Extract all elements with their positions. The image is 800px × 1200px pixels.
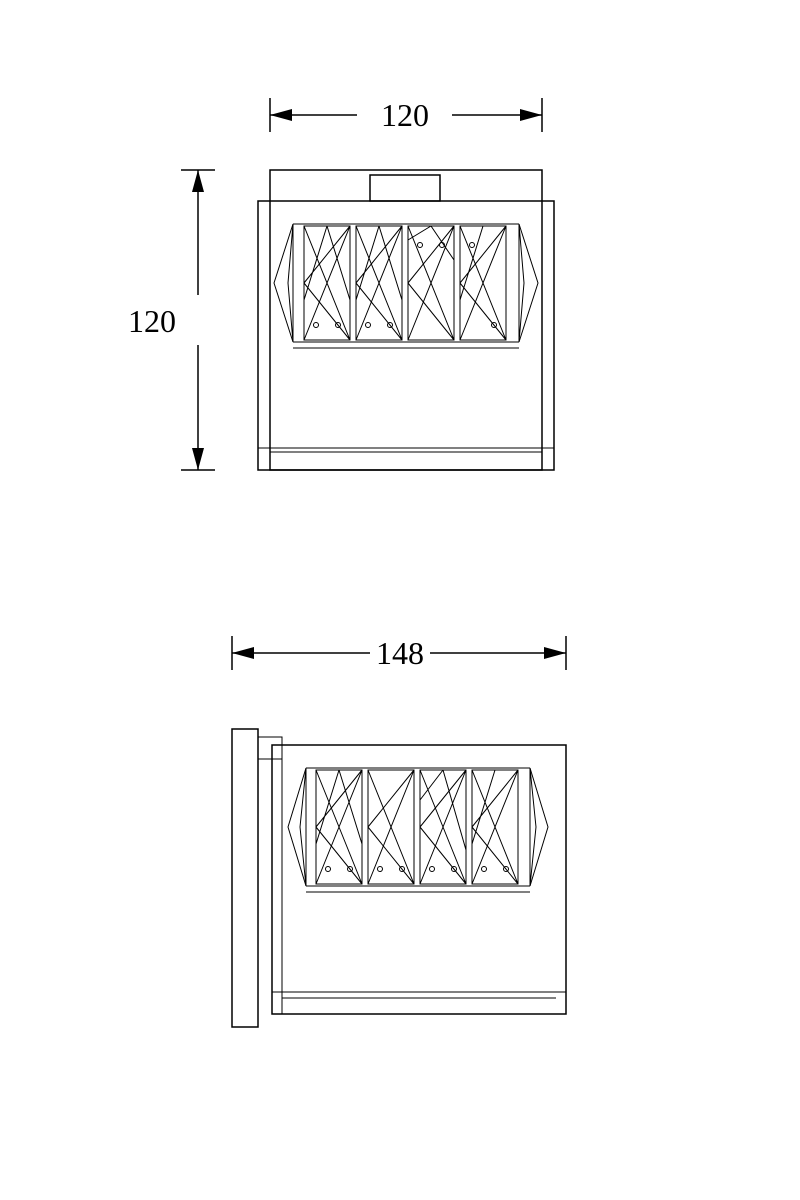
dim-width-label: 120 xyxy=(381,97,429,133)
side-crystals xyxy=(288,768,548,892)
side-view: 148 xyxy=(0,590,800,1150)
dim-width-top: 120 xyxy=(270,97,542,133)
dim-height-label: 120 xyxy=(128,303,176,339)
dim-height-left: 120 xyxy=(128,170,215,470)
front-crystals xyxy=(274,224,538,348)
dim-depth-label: 148 xyxy=(376,635,424,671)
front-body xyxy=(258,170,554,470)
front-view: 120 120 xyxy=(0,0,800,560)
dim-depth-top: 148 xyxy=(232,635,566,671)
